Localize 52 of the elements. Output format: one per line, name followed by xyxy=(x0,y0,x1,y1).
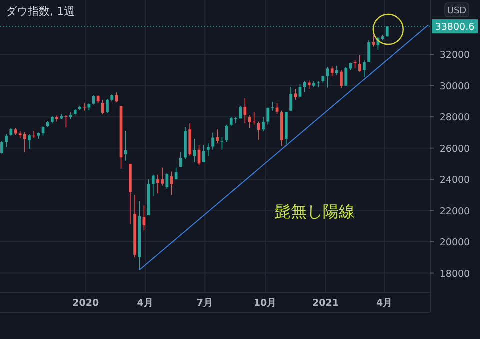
candlestick xyxy=(344,66,348,86)
candlestick xyxy=(101,100,104,115)
annotation: 髭無し陽線 xyxy=(275,202,355,221)
y-tick-label: 28000 xyxy=(440,112,470,124)
y-tick-label: 24000 xyxy=(440,175,470,186)
x-tick-label: 4月 xyxy=(376,298,394,309)
candlestick xyxy=(28,134,31,150)
candlestick xyxy=(152,174,155,197)
x-tick-label: 7月 xyxy=(196,298,214,309)
candlestick xyxy=(0,140,4,154)
candlestick xyxy=(340,70,343,89)
y-tick-label: 22000 xyxy=(440,206,470,218)
candlestick xyxy=(92,95,96,106)
candlestick xyxy=(266,107,270,126)
candlestick xyxy=(262,116,265,132)
candlestick xyxy=(202,144,206,163)
y-tick-label: 30000 xyxy=(440,81,470,92)
candlestick xyxy=(166,172,169,190)
candlestick xyxy=(220,137,224,150)
y-tick-label: 20000 xyxy=(440,238,470,249)
candlestick xyxy=(83,103,86,112)
candlestick xyxy=(106,98,109,114)
candlestick xyxy=(368,40,370,63)
text: ダウ指数, 1週 xyxy=(6,5,75,18)
candlestick xyxy=(23,132,26,153)
candlestick xyxy=(330,66,334,77)
candlestick xyxy=(179,152,182,168)
candlestick xyxy=(244,98,247,124)
candlestick xyxy=(216,129,220,144)
candlestick xyxy=(290,86,292,112)
candlestick xyxy=(294,88,298,100)
candlestick xyxy=(56,115,58,122)
candlestick xyxy=(358,54,362,72)
candlestick xyxy=(5,134,8,148)
candlestick xyxy=(212,132,214,150)
candlestick xyxy=(248,115,252,128)
candlestick xyxy=(363,60,366,78)
candlestick xyxy=(257,121,260,140)
x-tick-label: 10月 xyxy=(254,298,278,309)
x-tick-label: 2021 xyxy=(312,298,340,309)
y-tick-label: 18000 xyxy=(440,268,470,280)
ref-line-label: 33800.6 xyxy=(435,22,475,34)
candlestick xyxy=(276,102,279,114)
x-tick-label: 4月 xyxy=(137,298,154,309)
candlestick xyxy=(207,143,210,157)
x-tick-label: 2020 xyxy=(72,298,100,309)
candlestick xyxy=(124,130,128,162)
candlestick xyxy=(372,35,376,48)
candlestick xyxy=(326,66,330,88)
y-axis-title: USD xyxy=(447,6,467,16)
y-tick-label: 32000 xyxy=(440,50,470,62)
y-tick-label: 26000 xyxy=(440,144,470,155)
